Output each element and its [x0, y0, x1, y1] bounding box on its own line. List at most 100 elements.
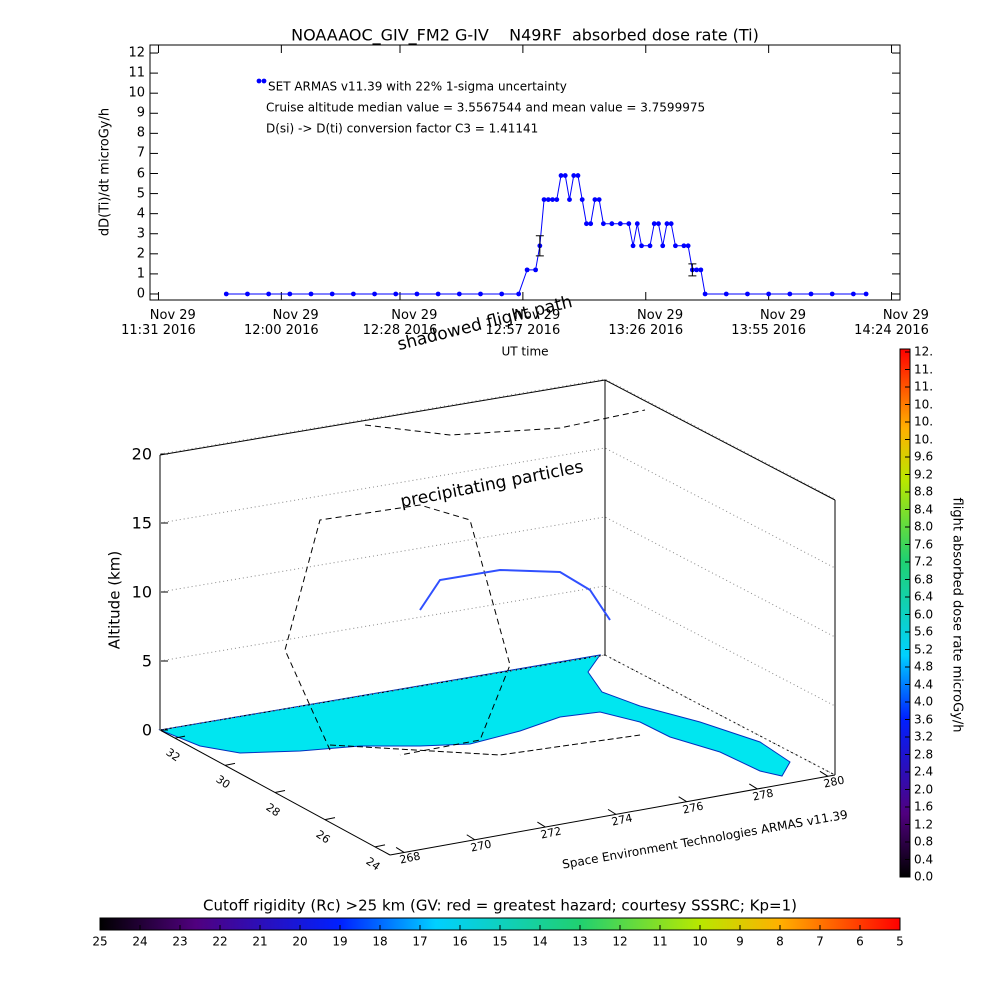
lon-tick	[537, 821, 546, 828]
colorbar-tick-label: 5.2	[914, 642, 934, 656]
data-point	[829, 291, 835, 297]
x-tick-label: Nov 29 14:24 2016	[854, 308, 929, 338]
data-point	[533, 267, 538, 273]
data-point	[647, 243, 653, 249]
colorbar-tick-label: 10	[692, 934, 708, 949]
plot-frame	[149, 44, 901, 301]
y-tick-label: 0	[136, 286, 145, 302]
colorbar-tick-label: 11.	[914, 379, 934, 394]
data-point	[584, 221, 589, 227]
data-point	[698, 267, 704, 273]
data-point	[567, 197, 572, 203]
colorbar-tick-label: 13	[572, 934, 588, 949]
lon-tick	[749, 783, 758, 790]
y-tick-label: 4	[136, 206, 145, 222]
colorbar-tick-label: 25	[92, 934, 108, 949]
x-tick-label: Nov 29 12:00 2016	[244, 308, 319, 338]
error-bar	[535, 235, 544, 257]
data-point	[456, 291, 462, 297]
data-point	[766, 291, 772, 297]
data-point	[808, 291, 814, 297]
lat-tick	[274, 790, 286, 793]
data-point	[592, 197, 598, 203]
data-point	[639, 243, 644, 249]
data-point	[571, 173, 577, 178]
grid-line	[159, 585, 836, 707]
data-point	[609, 221, 615, 227]
box-3d	[158, 379, 836, 856]
land	[158, 654, 791, 777]
data-point	[393, 291, 399, 297]
colorbar-tick-label: 9	[736, 934, 744, 949]
data-point	[596, 197, 602, 203]
data-point	[329, 291, 335, 297]
data-point	[545, 197, 551, 203]
colorbar-tick-label: 5.6	[914, 624, 934, 639]
colorbar-tick-label: 22	[212, 934, 228, 949]
data-point	[634, 221, 640, 227]
data-point	[863, 291, 869, 297]
legend-marker	[261, 78, 267, 84]
x-tick-label: Nov 29 13:26 2016	[608, 308, 684, 338]
colorbar-tick-label: 10.	[914, 432, 934, 446]
colorbar-tick-label: 7	[816, 934, 824, 949]
lon-tick	[678, 796, 687, 803]
colorbar-tick-label: 10.	[914, 397, 934, 411]
colorbar-tick-label: 6.4	[914, 589, 934, 604]
data-point	[554, 197, 560, 203]
colorbar-tick-label: 1.2	[914, 817, 934, 831]
grid-line	[159, 447, 836, 569]
colorbar-tick-label: 9.2	[914, 467, 934, 481]
data-point	[524, 267, 530, 273]
y-axis-label: dD(Ti)/dt microGy/h	[97, 107, 113, 237]
data-point	[702, 291, 708, 297]
colorbar-tick-label: 11	[652, 934, 668, 949]
colorbar-tick-label: 19	[332, 934, 348, 949]
z-tick-label: 0	[141, 720, 152, 740]
colorbar-tick-label: 8.4	[914, 502, 934, 516]
data-line	[226, 175, 867, 295]
colorbar-tick-label: 3.6	[914, 712, 934, 726]
data-point	[516, 291, 522, 297]
colorbar-tick-label: 5	[896, 934, 904, 949]
z-axis-label: Altitude (km)	[105, 550, 124, 650]
colorbar-tick-label: 4.8	[914, 659, 934, 674]
data-point	[723, 291, 729, 297]
data-point	[287, 291, 293, 297]
data-point	[630, 243, 636, 249]
data-point	[575, 173, 581, 178]
data-point	[617, 221, 623, 227]
colorbar-tick-label: 8	[776, 934, 784, 949]
lat-tick	[324, 817, 336, 821]
colorbar-tick-label: 7.2	[914, 554, 934, 569]
data-point	[435, 291, 441, 297]
data-point	[664, 221, 670, 227]
lon-tick	[466, 834, 476, 841]
lat-tick	[174, 735, 186, 739]
lat-tick	[224, 762, 236, 766]
legend-marker	[256, 78, 262, 84]
x-tick-label: Nov 29 11:31 2016	[121, 308, 196, 338]
colorbar-tick-label: 12.	[914, 344, 934, 359]
colorbar-tick-label: 7.6	[914, 537, 934, 551]
colorbar-label: Cutoff rigidity (Rc) >25 km (GV: red = g…	[203, 896, 797, 915]
y-tick-label: 8	[136, 125, 145, 141]
colorbar-tick-label: 24	[132, 934, 148, 949]
data-point	[372, 291, 377, 297]
y-tick-label: 10	[128, 85, 145, 101]
lon-tick	[819, 770, 829, 777]
data-point	[266, 291, 272, 297]
colorbar-tick-label: 21	[252, 934, 268, 949]
data-point	[660, 243, 666, 249]
colorbar-label: flight absorbed dose rate microGy/h	[949, 497, 965, 733]
data-point	[245, 291, 250, 297]
data-point	[685, 243, 691, 249]
colorbar-tick-label: 12	[612, 934, 628, 949]
y-tick-label: 12	[128, 45, 145, 61]
data-point	[499, 291, 505, 297]
colorbar-tick-label: 4.0	[914, 694, 934, 709]
data-point	[478, 291, 483, 297]
data-point	[350, 291, 356, 297]
